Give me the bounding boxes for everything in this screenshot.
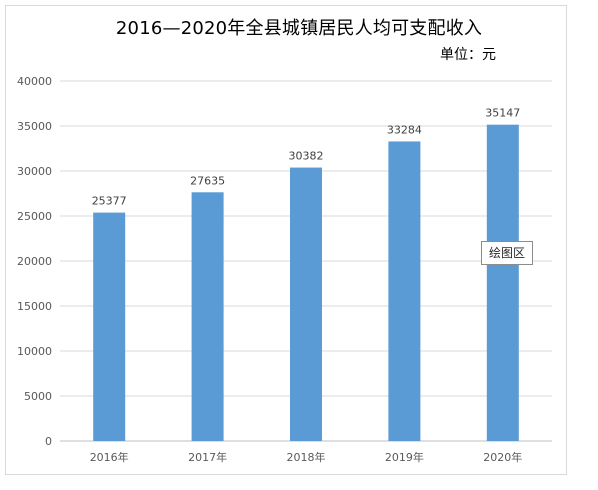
- unit-label: 单位：元: [440, 47, 496, 63]
- labels: 0 5000 10000 15000 20000 25000 30000 35000 40000…: [17, 75, 522, 464]
- data-label: 27635: [190, 174, 225, 187]
- bar: [290, 167, 322, 441]
- y-tick-label: 5000: [24, 390, 52, 403]
- bar: [93, 212, 126, 441]
- x-tick-label: 2020年: [483, 450, 522, 464]
- bar: [191, 192, 224, 441]
- data-label: 35147: [485, 107, 520, 120]
- y-tick-label: 15000: [17, 300, 52, 313]
- x-tick-label: 2019年: [385, 450, 424, 464]
- plot-area-tooltip: 绘图区: [481, 241, 533, 265]
- y-tick-label: 40000: [17, 75, 52, 88]
- y-tick-label: 0: [45, 435, 52, 448]
- chart-title: 2016—2020年全县城镇居民人均可支配收入: [115, 18, 483, 39]
- x-tick-label: 2016年: [90, 450, 129, 464]
- y-tick-label: 30000: [17, 165, 52, 178]
- bar: [388, 141, 421, 441]
- y-tick-label: 35000: [17, 120, 52, 133]
- y-tick-label: 20000: [17, 255, 52, 268]
- bar: [486, 124, 519, 441]
- x-tick-label: 2018年: [287, 450, 326, 464]
- y-tick-label: 25000: [17, 210, 52, 223]
- data-label: 30382: [289, 150, 324, 163]
- y-tick-label: 10000: [17, 345, 52, 358]
- data-label: 25377: [92, 195, 127, 208]
- data-label: 33284: [387, 123, 422, 136]
- bars: [93, 124, 519, 441]
- x-tick-label: 2017年: [188, 450, 227, 464]
